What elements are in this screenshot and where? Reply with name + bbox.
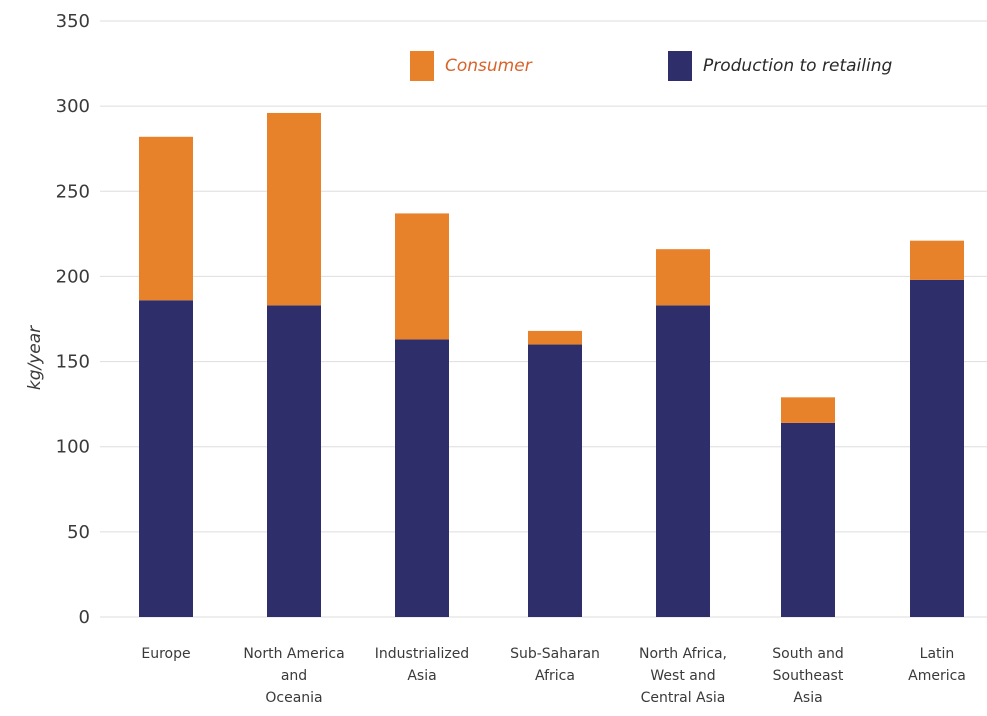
bar-segment-production	[781, 422, 835, 617]
y-tick-label: 0	[79, 607, 90, 628]
x-category-label-line: Industrialized	[375, 646, 469, 662]
bar-segment-production	[528, 344, 582, 617]
bar-segment-consumer	[656, 249, 710, 306]
x-category-label: South and Southeast Asia	[772, 646, 844, 706]
x-category-label: Europe	[141, 646, 190, 662]
bar-segment-production	[910, 279, 964, 617]
legend-swatch-consumer	[410, 51, 434, 81]
x-category-label-line: Oceania	[265, 690, 322, 706]
y-tick-label: 250	[56, 181, 90, 202]
x-category-label-line: Europe	[141, 646, 190, 662]
legend-swatch-production	[668, 51, 692, 81]
x-category-label: North Africa, West and Central Asia	[639, 646, 727, 706]
x-category-label: North America and Oceania	[243, 646, 344, 706]
bars-layer	[139, 112, 964, 617]
x-category-label-line: North America	[243, 646, 344, 662]
x-category-label-line: Africa	[535, 668, 575, 684]
x-category-label: Latin America	[908, 646, 966, 684]
x-category-label-line: and	[281, 668, 307, 684]
y-tick-label: 350	[56, 11, 90, 32]
y-tick-label: 200	[56, 266, 90, 287]
x-category-label-line: Latin	[920, 646, 955, 662]
legend: Consumer Production to retailing	[410, 51, 892, 81]
bar-segment-production	[395, 339, 449, 617]
bar-segment-consumer	[528, 330, 582, 345]
bar-segment-consumer	[781, 397, 835, 423]
x-category-label-line: Southeast	[773, 668, 844, 684]
x-category-label-line: West and	[650, 668, 715, 684]
y-tick-label: 150	[56, 352, 90, 373]
y-tick-label: 100	[56, 437, 90, 458]
bar-segment-consumer	[139, 136, 193, 301]
x-category-label-line: Central Asia	[641, 690, 726, 706]
y-axis-label: kg/year	[25, 325, 45, 390]
bar-segment-consumer	[910, 240, 964, 280]
x-axis-labels: Europe North America and Oceania Industriali…	[141, 646, 965, 706]
bar-segment-production	[656, 305, 710, 617]
x-category-label-line: Asia	[793, 690, 822, 706]
x-category-label-line: Asia	[407, 668, 436, 684]
x-category-label-line: North Africa,	[639, 646, 727, 662]
x-category-label-line: America	[908, 668, 966, 684]
bar-segment-production	[267, 305, 321, 617]
legend-label-consumer: Consumer	[445, 56, 533, 76]
bar-segment-production	[139, 300, 193, 617]
x-category-label-line: South and	[772, 646, 843, 662]
x-category-label: Sub-Saharan Africa	[510, 646, 600, 684]
x-category-label: Industrialized Asia	[375, 646, 469, 684]
x-category-label-line: Sub-Saharan	[510, 646, 600, 662]
legend-label-production: Production to retailing	[703, 56, 892, 76]
y-tick-label: 300	[56, 96, 90, 117]
bar-segment-consumer	[267, 112, 321, 306]
y-tick-label: 50	[67, 522, 90, 543]
bar-segment-consumer	[395, 213, 449, 340]
y-axis-ticks: 0 50 100 150 200 250 300 350	[56, 11, 90, 628]
